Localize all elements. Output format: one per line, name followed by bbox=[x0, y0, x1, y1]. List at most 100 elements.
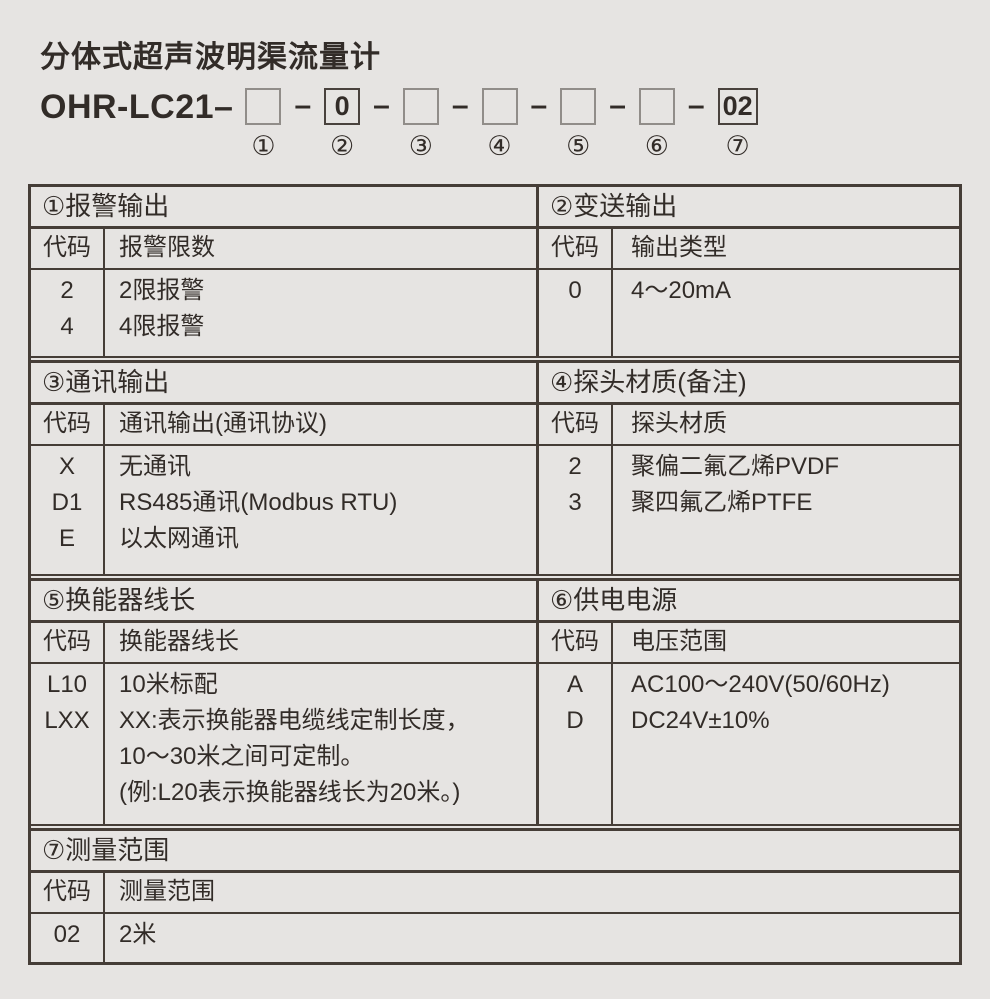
circled-number-2: ② bbox=[330, 131, 355, 161]
section-body: 0 4～20mA bbox=[539, 270, 959, 356]
table-band-2: ③通讯输出 代码 通讯输出(通讯协议) X D1 E 无通讯 RS485通讯(M… bbox=[31, 360, 959, 576]
circled-number-1: ① bbox=[251, 131, 276, 161]
model-slot-6: ⑥ bbox=[638, 88, 675, 160]
desc-cells: AC100～240V(50/60Hz) DC24V±10% bbox=[613, 664, 959, 824]
column-header-row: 代码 电压范围 bbox=[539, 623, 959, 664]
desc-cell: 4限报警 bbox=[119, 313, 205, 340]
section-transducer-cable: ⑤换能器线长 代码 换能器线长 L10 LXX 10米标配 XX:表示换能器电缆… bbox=[31, 581, 536, 824]
model-box-7: 02 bbox=[717, 88, 758, 125]
code-column-header: 代码 bbox=[31, 623, 105, 662]
dash-separator: – bbox=[451, 89, 469, 122]
table-band-3: ⑤换能器线长 代码 换能器线长 L10 LXX 10米标配 XX:表示换能器电缆… bbox=[31, 578, 959, 826]
code-cell: A bbox=[566, 671, 583, 698]
circled-number-7: ⑦ bbox=[725, 131, 750, 161]
model-prefix: OHR-LC21– bbox=[40, 88, 234, 126]
column-header-row: 代码 通讯输出(通讯协议) bbox=[31, 405, 536, 446]
dash-separator: – bbox=[373, 89, 390, 122]
model-slot-7: 02 ⑦ bbox=[717, 88, 758, 161]
column-header-row: 代码 换能器线长 bbox=[31, 623, 536, 664]
code-column-header: 代码 bbox=[31, 873, 105, 912]
desc-column-header: 报警限数 bbox=[119, 234, 215, 261]
desc-cell: DC24V±10% bbox=[631, 707, 770, 734]
desc-column-header: 输出类型 bbox=[631, 234, 727, 261]
section-title: ②变送输出 bbox=[539, 187, 959, 229]
code-cells: A D bbox=[539, 664, 613, 824]
desc-cells: 4～20mA bbox=[613, 270, 959, 356]
model-slot-1: ① bbox=[245, 88, 282, 161]
code-cell: LXX bbox=[44, 707, 90, 734]
desc-cell: 聚四氟乙烯PTFE bbox=[631, 489, 813, 516]
dash-separator: – bbox=[687, 89, 705, 122]
table-band-4: ⑦测量范围 代码 测量范围 02 2米 bbox=[31, 828, 959, 962]
desc-cells: 无通讯 RS485通讯(Modbus RTU) 以太网通讯 bbox=[105, 446, 536, 574]
code-cell: 3 bbox=[568, 489, 582, 516]
code-cells: 0 bbox=[539, 270, 613, 356]
model-slot-3: ③ bbox=[402, 88, 439, 160]
code-cell: 2 bbox=[60, 277, 74, 304]
desc-cell: 聚偏二氟乙烯PVDF bbox=[631, 453, 840, 480]
desc-cells: 聚偏二氟乙烯PVDF 聚四氟乙烯PTFE bbox=[613, 446, 959, 574]
page-title: 分体式超声波明渠流量计 bbox=[40, 41, 381, 74]
code-cell: E bbox=[58, 525, 75, 552]
code-cells: 2 4 bbox=[31, 270, 105, 356]
desc-column-header: 测量范围 bbox=[119, 878, 215, 905]
code-cell: D1 bbox=[51, 489, 83, 516]
model-code-line: OHR-LC21– ① – 0 ② – ③ – ④ – ⑤ – ⑥ bbox=[40, 88, 990, 160]
model-slot-5: ⑤ bbox=[560, 88, 597, 161]
desc-cell: RS485通讯(Modbus RTU) bbox=[119, 489, 398, 516]
section-title: ④探头材质(备注) bbox=[539, 363, 959, 405]
desc-cell: 无通讯 bbox=[119, 453, 191, 480]
ordering-code-table: ①报警输出 代码 报警限数 2 4 2限报警 4限报警 ②变 bbox=[28, 184, 962, 965]
section-transmit-output: ②变送输出 代码 输出类型 0 4～20mA bbox=[536, 187, 959, 356]
desc-cell: AC100～240V(50/60Hz) bbox=[631, 671, 890, 698]
code-cell: 02 bbox=[53, 921, 81, 948]
dash-separator: – bbox=[294, 89, 312, 122]
desc-cell: 10米标配 bbox=[119, 671, 218, 698]
column-header-row: 代码 输出类型 bbox=[539, 229, 959, 270]
desc-cell: 4～20mA bbox=[631, 277, 732, 304]
code-cells: L10 LXX bbox=[31, 664, 105, 824]
desc-cell: (例:L20表示换能器线长为20米。) bbox=[119, 779, 461, 806]
section-power-supply: ⑥供电电源 代码 电压范围 A D AC100～240V(50/60Hz) DC… bbox=[536, 581, 959, 824]
code-cell: X bbox=[58, 453, 75, 480]
circled-number-4: ④ bbox=[487, 131, 512, 161]
dash-separator: – bbox=[609, 89, 626, 122]
desc-cells: 2限报警 4限报警 bbox=[105, 270, 536, 356]
model-slot-2: 0 ② bbox=[324, 88, 361, 161]
code-cell: D bbox=[566, 707, 584, 734]
desc-column-header: 电压范围 bbox=[631, 628, 727, 655]
dash-separator: – bbox=[530, 89, 548, 122]
section-measure-range: ⑦测量范围 代码 测量范围 02 2米 bbox=[31, 831, 959, 962]
model-box-2: 0 bbox=[324, 88, 361, 125]
model-box-4 bbox=[481, 88, 518, 125]
code-cells: 02 bbox=[31, 914, 105, 962]
code-column-header: 代码 bbox=[539, 229, 613, 268]
model-box-5 bbox=[560, 88, 597, 125]
model-slot-4: ④ bbox=[481, 88, 518, 161]
model-box-6 bbox=[638, 88, 675, 125]
code-cells: X D1 E bbox=[31, 446, 105, 574]
model-box-3 bbox=[402, 88, 439, 125]
desc-cells: 2米 bbox=[105, 914, 959, 962]
column-header-row: 代码 探头材质 bbox=[539, 405, 959, 446]
section-body: 02 2米 bbox=[31, 914, 959, 962]
circled-number-5: ⑤ bbox=[566, 131, 591, 161]
section-title: ⑦测量范围 bbox=[31, 831, 959, 873]
code-column-header: 代码 bbox=[31, 405, 105, 444]
desc-cell: 10～30米之间可定制。 bbox=[119, 743, 365, 770]
code-cell: L10 bbox=[46, 671, 88, 698]
section-body: L10 LXX 10米标配 XX:表示换能器电缆线定制长度， 10～30米之间可… bbox=[31, 664, 536, 824]
code-cell: 2 bbox=[568, 453, 582, 480]
desc-cell: 2米 bbox=[119, 921, 157, 948]
section-title: ⑥供电电源 bbox=[539, 581, 959, 623]
section-comm-output: ③通讯输出 代码 通讯输出(通讯协议) X D1 E 无通讯 RS485通讯(M… bbox=[31, 363, 536, 574]
desc-cell: 以太网通讯 bbox=[119, 525, 239, 552]
code-column-header: 代码 bbox=[31, 229, 105, 268]
section-body: 2 3 聚偏二氟乙烯PVDF 聚四氟乙烯PTFE bbox=[539, 446, 959, 574]
section-body: 2 4 2限报警 4限报警 bbox=[31, 270, 536, 356]
section-body: X D1 E 无通讯 RS485通讯(Modbus RTU) 以太网通讯 bbox=[31, 446, 536, 574]
section-title: ①报警输出 bbox=[31, 187, 536, 229]
desc-column-header: 探头材质 bbox=[631, 410, 727, 437]
code-cell: 4 bbox=[60, 313, 74, 340]
